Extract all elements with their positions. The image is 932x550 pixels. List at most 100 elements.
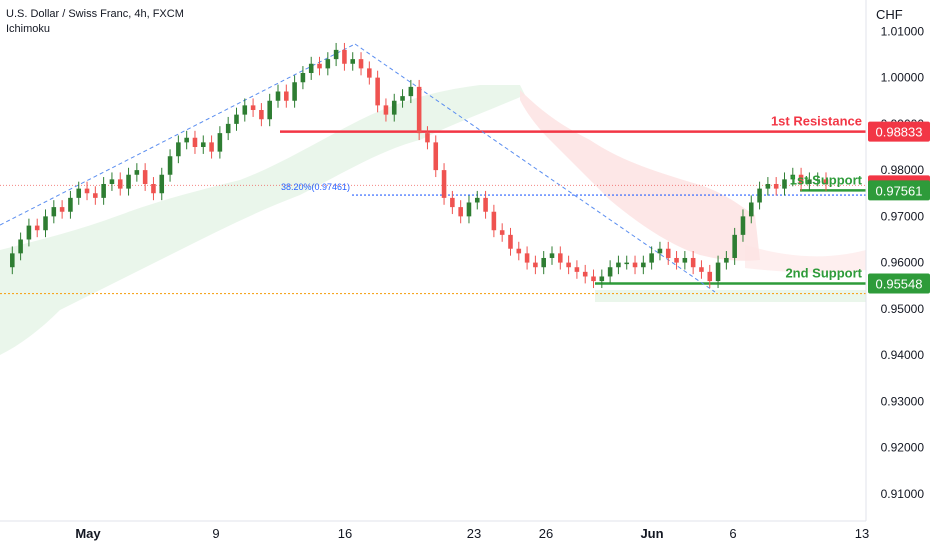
candle-body — [524, 253, 530, 263]
candle-body — [499, 230, 505, 235]
candle — [18, 232, 23, 261]
candle-body — [308, 63, 314, 74]
candle-body — [674, 257, 679, 263]
candle-body — [300, 73, 306, 83]
candle — [209, 135, 214, 159]
candle-body — [682, 257, 688, 263]
candle — [292, 75, 297, 108]
candle — [375, 70, 380, 113]
candle — [649, 246, 654, 270]
y-tick-label: 0.96000 — [881, 256, 925, 270]
candle — [499, 223, 505, 242]
candle — [699, 260, 704, 279]
candle — [342, 42, 347, 71]
candle-body — [516, 248, 522, 254]
candle — [516, 241, 522, 261]
candle — [624, 255, 630, 270]
candle — [400, 89, 405, 108]
candle-body — [815, 179, 820, 181]
candle — [641, 255, 646, 275]
candle-body — [724, 257, 729, 263]
candle — [425, 126, 430, 150]
candle-body — [533, 262, 538, 268]
candle-body — [350, 59, 356, 64]
candle — [275, 84, 281, 108]
y-tick-label: 0.95000 — [881, 302, 925, 316]
y-tick-label: 0.98000 — [881, 163, 925, 177]
candle — [508, 227, 513, 256]
candle — [383, 98, 389, 122]
candle-body — [68, 197, 73, 212]
candle — [416, 79, 422, 141]
candle — [524, 246, 530, 270]
candle — [782, 172, 787, 196]
candle — [350, 52, 356, 71]
candle — [300, 66, 306, 90]
candle — [798, 167, 804, 191]
candle-body — [483, 197, 488, 212]
candle — [616, 255, 621, 275]
candle-body — [217, 133, 223, 152]
candle-body — [616, 262, 621, 268]
candle-body — [715, 262, 721, 282]
candle-body — [317, 63, 322, 69]
candle-body — [566, 262, 571, 268]
indicator-label[interactable]: Ichimoku — [6, 23, 51, 35]
y-tick-label: 0.93000 — [881, 394, 925, 408]
candle — [109, 172, 115, 191]
price-tag-support-2-box — [868, 273, 930, 294]
cloud-red — [520, 90, 760, 261]
candle — [117, 172, 123, 196]
candle-body — [807, 179, 812, 184]
candle-body — [109, 179, 115, 184]
symbol-title[interactable]: U.S. Dollar / Swiss Franc, 4h, FXCM — [6, 8, 184, 20]
price-tag-support-1-label: 0.97561 — [876, 183, 923, 198]
candle — [51, 200, 57, 224]
y-tick-label: 0.94000 — [881, 348, 925, 362]
candle — [259, 103, 264, 127]
candle — [234, 107, 239, 131]
candle — [740, 209, 746, 242]
time-axis[interactable]: May 9 16 23 26 Jun 6 13 — [0, 520, 869, 541]
candle — [267, 93, 272, 127]
candle-body — [699, 267, 704, 272]
candle — [93, 186, 98, 205]
candle — [217, 126, 223, 159]
candle-body — [375, 77, 380, 106]
candle — [84, 181, 90, 201]
candle — [665, 241, 671, 265]
y-tick-label: 0.91000 — [881, 487, 925, 501]
candle-body — [26, 225, 32, 240]
y-tick-label: 1.00000 — [881, 71, 925, 85]
candle-body — [558, 253, 563, 263]
chart-legend: U.S. Dollar / Swiss Franc, 4h, FXCM Ichi… — [6, 7, 184, 37]
candle-body — [624, 262, 630, 265]
candle-body — [43, 216, 48, 231]
price-tag-support-1-box — [868, 180, 930, 201]
candle — [591, 269, 596, 289]
candle-body — [284, 91, 289, 101]
candle — [632, 255, 638, 275]
candle-body — [757, 188, 762, 203]
candle-body — [142, 170, 148, 184]
price-axis[interactable]: 1.010001.000000.990000.980000.970000.960… — [865, 0, 930, 521]
x-tick-label: 13 — [855, 526, 869, 541]
candle — [408, 79, 414, 104]
candle — [582, 264, 588, 284]
candle-body — [416, 86, 422, 134]
candle — [574, 260, 580, 279]
candle — [433, 135, 439, 178]
candle — [225, 116, 231, 141]
candle — [317, 56, 322, 76]
candle — [441, 163, 447, 205]
candles — [10, 42, 829, 289]
candle-body — [474, 197, 480, 203]
candle-body — [176, 142, 181, 157]
candle-body — [458, 207, 463, 217]
candle — [192, 130, 198, 154]
x-tick-label: 23 — [467, 526, 481, 541]
candle-body — [408, 86, 414, 97]
candle — [748, 195, 754, 224]
candle — [101, 177, 106, 205]
